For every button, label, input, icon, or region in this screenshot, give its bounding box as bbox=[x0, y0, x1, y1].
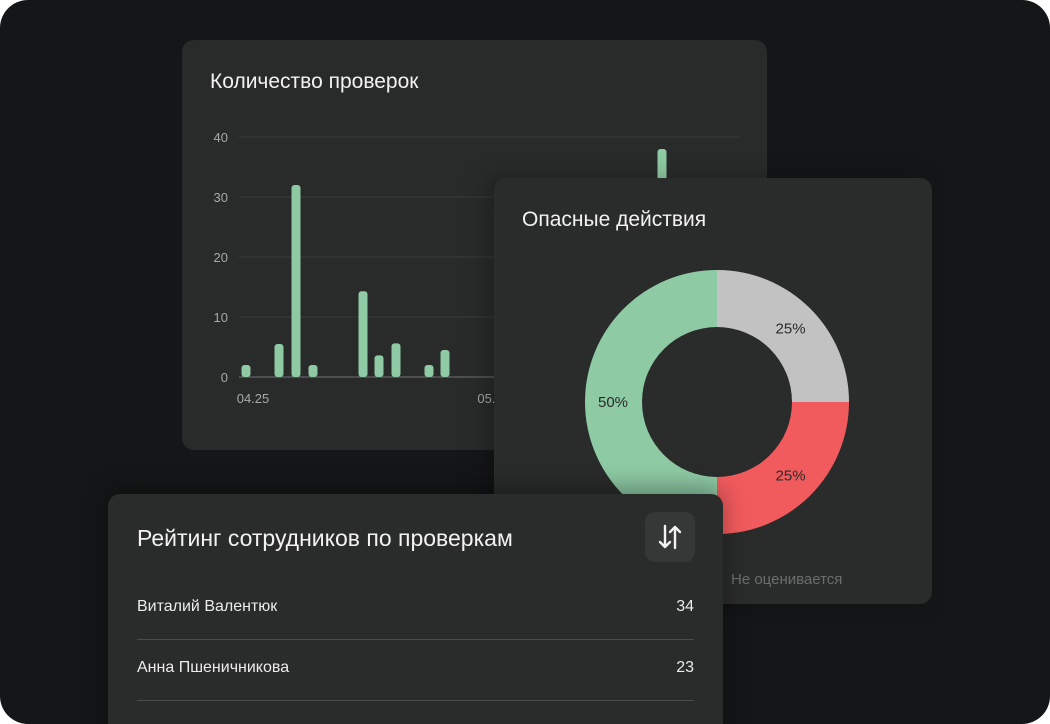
employee-rating-card: Рейтинг сотрудников по проверкам Виталий… bbox=[108, 494, 723, 724]
legend-not-evaluated[interactable]: Не оценивается bbox=[731, 571, 843, 588]
chart-bar[interactable] bbox=[274, 344, 284, 377]
x-tick-label: 04.25 bbox=[237, 391, 270, 406]
chart-bar[interactable] bbox=[374, 355, 384, 377]
sort-arrows-icon bbox=[658, 524, 682, 550]
dangerous-actions-title: Опасные действия bbox=[522, 208, 707, 231]
donut-slice[interactable] bbox=[717, 402, 849, 534]
employee-checks-count: 34 bbox=[676, 598, 694, 615]
donut-slice-label: 25% bbox=[776, 320, 806, 337]
employee-name: Анна Пшеничникова bbox=[137, 659, 290, 676]
donut-slice-label: 25% bbox=[776, 468, 806, 485]
donut-slice-label: 50% bbox=[598, 394, 628, 411]
table-row[interactable]: Анна Пшеничникова 23 bbox=[137, 639, 694, 701]
checks-count-title: Количество проверок bbox=[210, 70, 419, 93]
y-tick-label: 20 bbox=[214, 250, 228, 265]
chart-bar[interactable] bbox=[424, 365, 434, 377]
donut-slice[interactable] bbox=[585, 270, 717, 534]
y-tick-label: 0 bbox=[221, 370, 228, 385]
table-row[interactable]: Виталий Валентюк 34 bbox=[137, 578, 694, 640]
y-tick-label: 10 bbox=[214, 310, 228, 325]
dangerous-actions-donut: 25% 25% 50% bbox=[585, 270, 849, 534]
employee-rating-title: Рейтинг сотрудников по проверкам bbox=[137, 525, 513, 551]
chart-bar[interactable] bbox=[440, 350, 450, 377]
employee-checks-count: 23 bbox=[676, 659, 694, 676]
y-tick-label: 40 bbox=[214, 130, 228, 145]
chart-bar[interactable] bbox=[291, 185, 301, 377]
chart-bar[interactable] bbox=[358, 291, 368, 377]
y-tick-label: 30 bbox=[214, 190, 228, 205]
sort-button[interactable] bbox=[645, 512, 695, 562]
employee-name: Виталий Валентюк bbox=[137, 598, 278, 615]
chart-bar[interactable] bbox=[308, 365, 318, 377]
donut-slice[interactable] bbox=[717, 270, 849, 402]
chart-bar[interactable] bbox=[241, 365, 251, 377]
chart-bar[interactable] bbox=[391, 343, 401, 377]
